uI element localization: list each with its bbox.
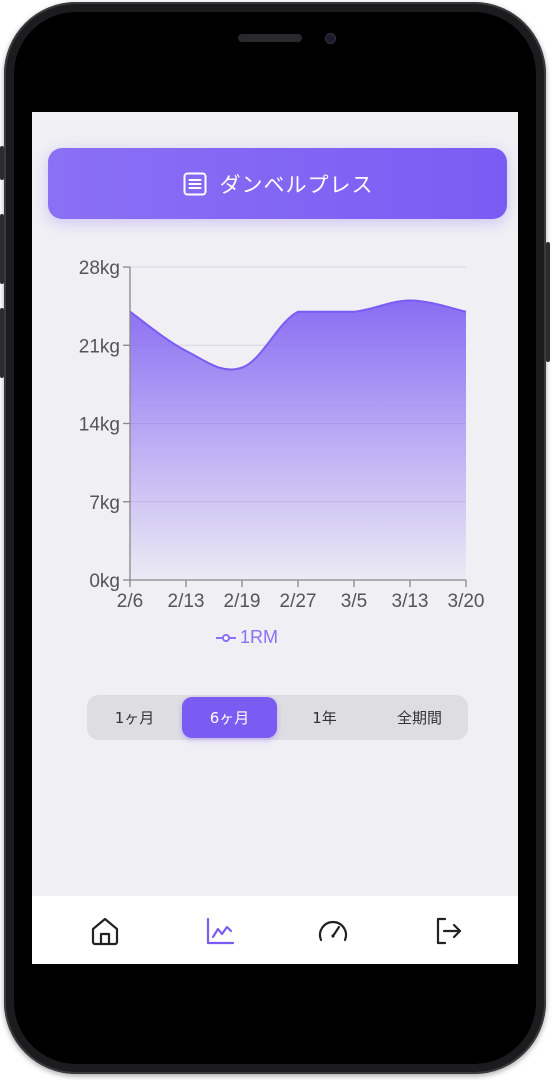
- range-option-all-time[interactable]: 全期間: [396, 709, 442, 727]
- x-tick-label: 2/19: [224, 591, 261, 612]
- gauge-icon[interactable]: [316, 914, 350, 948]
- y-tick-label: 14kg: [79, 415, 120, 436]
- volume-down-button: [0, 308, 4, 378]
- y-tick-label: 0kg: [89, 571, 120, 592]
- x-tick-label: 2/27: [280, 591, 317, 612]
- tab-bar: [32, 896, 518, 964]
- x-tick-label: 3/5: [341, 591, 367, 612]
- series-line-1rm: [129, 299, 467, 371]
- home-icon[interactable]: [88, 914, 122, 948]
- exercise-name: ダンベルプレス: [219, 172, 374, 197]
- volume-up-button: [0, 214, 4, 284]
- list-icon: [183, 172, 206, 195]
- chart-legend[interactable]: 1RM: [216, 627, 278, 648]
- chart-line-icon[interactable]: [203, 914, 237, 948]
- x-tick-label: 3/20: [448, 591, 485, 612]
- range-option-1-month[interactable]: 1ヶ月: [114, 709, 155, 727]
- legend-marker-icon: [216, 633, 236, 642]
- speaker-grille: [238, 34, 302, 42]
- silent-switch: [0, 146, 4, 180]
- exercise-select-button[interactable]: ダンベルプレス: [48, 148, 507, 219]
- x-tick-label: 2/6: [117, 591, 143, 612]
- legend-label-1rm: 1RM: [240, 627, 279, 647]
- range-option-6-months[interactable]: 6ヶ月: [182, 697, 277, 738]
- y-tick-label: 21kg: [79, 336, 120, 357]
- power-button: [546, 242, 550, 362]
- app-screen: ダンベルプレス 0kg 7kg 14kg 21kg 28kg 2/6 2/13 2/19 2/2…: [32, 112, 518, 964]
- series-area-1rm: [130, 300, 466, 580]
- x-tick-label: 3/13: [392, 591, 429, 612]
- logout-icon[interactable]: [431, 914, 465, 948]
- x-tick-label: 2/13: [168, 591, 205, 612]
- progress-chart: 0kg 7kg 14kg 21kg 28kg 2/6 2/13 2/19 2/27 3/5 3/13…: [79, 258, 485, 612]
- range-selector: 1ヶ月 6ヶ月 1年 全期間: [87, 695, 468, 740]
- range-option-1-year[interactable]: 1年: [312, 709, 337, 727]
- y-tick-label: 28kg: [79, 258, 120, 279]
- front-camera: [326, 34, 335, 43]
- y-tick-label: 7kg: [89, 493, 120, 514]
